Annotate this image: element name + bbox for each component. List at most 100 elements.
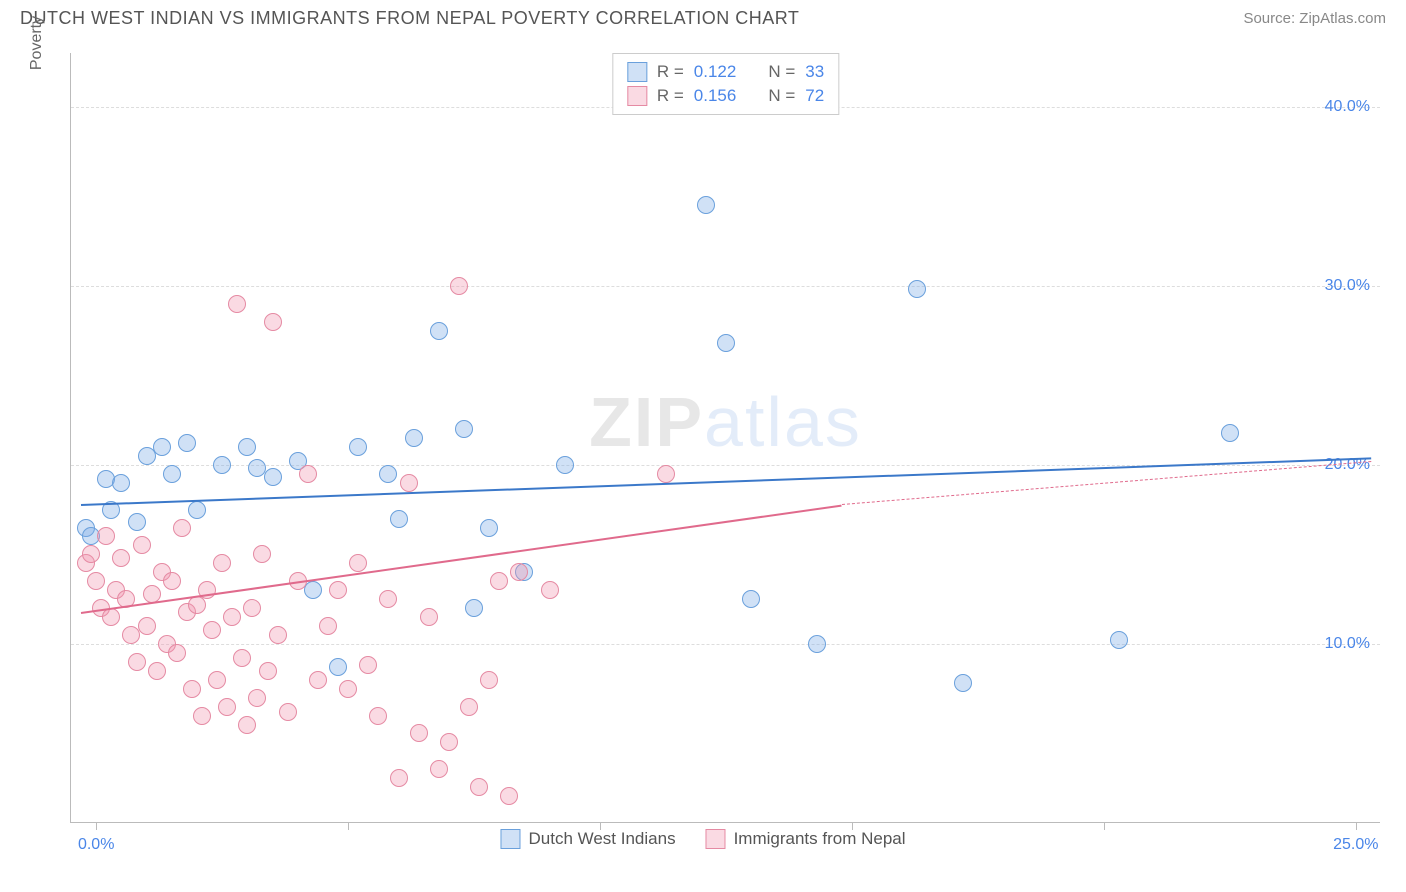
legend-series: Dutch West Indians Immigrants from Nepal bbox=[500, 829, 905, 849]
scatter-point bbox=[97, 527, 115, 545]
plot-area: ZIPatlas R =0.122N =33R =0.156N =72 10.0… bbox=[70, 53, 1380, 823]
scatter-point bbox=[309, 671, 327, 689]
x-tick-label: 25.0% bbox=[1333, 836, 1378, 854]
legend-row: R =0.122N =33 bbox=[627, 60, 824, 84]
gridline bbox=[71, 644, 1380, 645]
scatter-point bbox=[213, 456, 231, 474]
legend-swatch bbox=[627, 86, 647, 106]
scatter-point bbox=[908, 280, 926, 298]
scatter-point bbox=[430, 760, 448, 778]
legend-label: Dutch West Indians bbox=[528, 829, 675, 849]
scatter-point bbox=[410, 724, 428, 742]
x-tick bbox=[96, 822, 97, 830]
scatter-point bbox=[405, 429, 423, 447]
legend-label: Immigrants from Nepal bbox=[734, 829, 906, 849]
scatter-point bbox=[133, 536, 151, 554]
scatter-point bbox=[541, 581, 559, 599]
scatter-point bbox=[470, 778, 488, 796]
x-tick bbox=[1104, 822, 1105, 830]
scatter-point bbox=[379, 465, 397, 483]
scatter-point bbox=[208, 671, 226, 689]
scatter-point bbox=[218, 698, 236, 716]
scatter-point bbox=[420, 608, 438, 626]
scatter-point bbox=[460, 698, 478, 716]
scatter-point bbox=[163, 465, 181, 483]
y-axis-label: Poverty bbox=[28, 16, 46, 70]
legend-r-label: R = bbox=[657, 62, 684, 82]
scatter-point bbox=[480, 671, 498, 689]
scatter-point bbox=[178, 434, 196, 452]
scatter-point bbox=[173, 519, 191, 537]
scatter-point bbox=[102, 608, 120, 626]
scatter-point bbox=[455, 420, 473, 438]
scatter-point bbox=[349, 438, 367, 456]
scatter-point bbox=[203, 621, 221, 639]
scatter-point bbox=[329, 581, 347, 599]
scatter-point bbox=[430, 322, 448, 340]
legend-row: R =0.156N =72 bbox=[627, 84, 824, 108]
scatter-point bbox=[264, 468, 282, 486]
trend-line bbox=[81, 504, 842, 613]
scatter-point bbox=[400, 474, 418, 492]
scatter-point bbox=[248, 689, 266, 707]
scatter-point bbox=[264, 313, 282, 331]
scatter-point bbox=[279, 703, 297, 721]
chart-source: Source: ZipAtlas.com bbox=[1243, 10, 1386, 27]
scatter-point bbox=[359, 656, 377, 674]
scatter-point bbox=[339, 680, 357, 698]
legend-item: Immigrants from Nepal bbox=[706, 829, 906, 849]
scatter-point bbox=[128, 653, 146, 671]
watermark: ZIPatlas bbox=[589, 382, 862, 462]
x-tick-label: 0.0% bbox=[78, 836, 114, 854]
legend-correlation: R =0.122N =33R =0.156N =72 bbox=[612, 53, 839, 115]
scatter-point bbox=[1110, 631, 1128, 649]
watermark-atlas: atlas bbox=[704, 383, 862, 461]
y-tick-label: 40.0% bbox=[1325, 98, 1370, 116]
scatter-point bbox=[153, 438, 171, 456]
scatter-point bbox=[163, 572, 181, 590]
scatter-point bbox=[742, 590, 760, 608]
scatter-point bbox=[465, 599, 483, 617]
scatter-point bbox=[238, 716, 256, 734]
scatter-point bbox=[213, 554, 231, 572]
x-tick bbox=[1356, 822, 1357, 830]
scatter-point bbox=[193, 707, 211, 725]
scatter-point bbox=[954, 674, 972, 692]
gridline bbox=[71, 286, 1380, 287]
scatter-point bbox=[138, 617, 156, 635]
scatter-point bbox=[657, 465, 675, 483]
scatter-point bbox=[148, 662, 166, 680]
scatter-point bbox=[500, 787, 518, 805]
legend-r-label: R = bbox=[657, 86, 684, 106]
scatter-point bbox=[228, 295, 246, 313]
scatter-point bbox=[510, 563, 528, 581]
legend-swatch bbox=[627, 62, 647, 82]
legend-n-label: N = bbox=[768, 62, 795, 82]
legend-swatch bbox=[500, 829, 520, 849]
scatter-point bbox=[253, 545, 271, 563]
scatter-point bbox=[82, 545, 100, 563]
scatter-point bbox=[717, 334, 735, 352]
scatter-point bbox=[183, 680, 201, 698]
scatter-point bbox=[243, 599, 261, 617]
scatter-point bbox=[259, 662, 277, 680]
scatter-point bbox=[299, 465, 317, 483]
scatter-point bbox=[128, 513, 146, 531]
scatter-point bbox=[112, 549, 130, 567]
legend-n-value: 72 bbox=[805, 86, 824, 106]
scatter-point bbox=[349, 554, 367, 572]
scatter-point bbox=[490, 572, 508, 590]
scatter-point bbox=[808, 635, 826, 653]
scatter-point bbox=[87, 572, 105, 590]
scatter-point bbox=[269, 626, 287, 644]
y-tick-label: 30.0% bbox=[1325, 277, 1370, 295]
scatter-point bbox=[480, 519, 498, 537]
scatter-point bbox=[379, 590, 397, 608]
y-tick-label: 10.0% bbox=[1325, 635, 1370, 653]
scatter-point bbox=[223, 608, 241, 626]
legend-n-value: 33 bbox=[805, 62, 824, 82]
scatter-point bbox=[450, 277, 468, 295]
scatter-point bbox=[440, 733, 458, 751]
scatter-point bbox=[112, 474, 130, 492]
chart-header: DUTCH WEST INDIAN VS IMMIGRANTS FROM NEP… bbox=[0, 0, 1406, 33]
